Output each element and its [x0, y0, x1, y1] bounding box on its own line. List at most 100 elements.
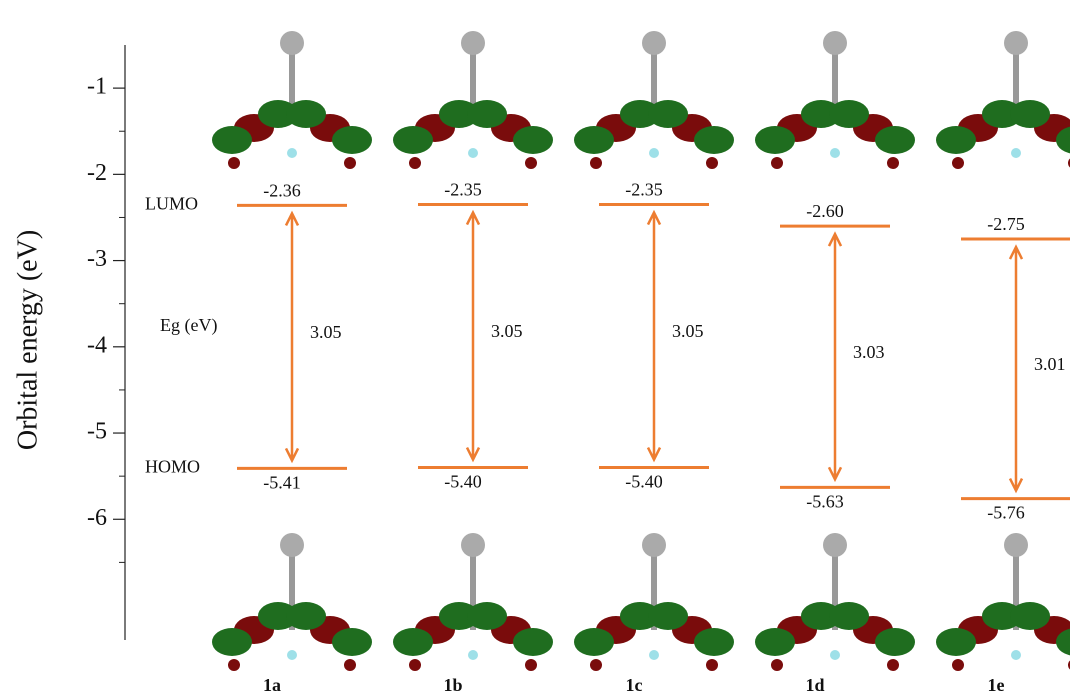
orbital-picture	[574, 533, 734, 671]
orbital-lobe	[393, 126, 433, 154]
molecule-head	[1004, 533, 1028, 557]
molecule-head	[461, 533, 485, 557]
y-axis-title: Orbital energy (eV)	[12, 230, 43, 450]
orbital-lobe	[771, 157, 783, 169]
orbital-lobe	[332, 126, 372, 154]
atom	[830, 650, 840, 660]
molecule-head	[1004, 31, 1028, 55]
orbital-lobe	[706, 157, 718, 169]
orbital-lobe	[574, 628, 614, 656]
orbital-lobe	[467, 602, 507, 630]
orbital-lobe	[952, 659, 964, 671]
orbital-lobe	[694, 126, 734, 154]
molecule-head	[642, 533, 666, 557]
orbital-lobe	[525, 157, 537, 169]
value-label: -2.60	[806, 201, 844, 221]
molecule-head	[461, 31, 485, 55]
orbital-lobe	[409, 157, 421, 169]
orbital-lobe	[590, 157, 602, 169]
orbital-picture	[393, 533, 553, 671]
orbital-lobe	[228, 157, 240, 169]
gap-arrow	[467, 213, 479, 460]
atom	[649, 148, 659, 158]
atom	[468, 650, 478, 660]
gap-arrow	[648, 213, 660, 460]
orbital-lobe	[574, 126, 614, 154]
orbital-lobe	[875, 126, 915, 154]
gap-value: 3.03	[853, 342, 885, 362]
orbital-lobe	[755, 126, 795, 154]
orbital-lobe	[286, 602, 326, 630]
atom	[1011, 148, 1021, 158]
orbital-lobe	[1010, 602, 1050, 630]
molecule-head	[280, 31, 304, 55]
orbital-lobe	[513, 126, 553, 154]
orbital-lobe	[1010, 100, 1050, 128]
category-label: 1d	[805, 675, 824, 695]
value-label: -5.76	[987, 503, 1025, 523]
value-label: -2.35	[444, 180, 482, 200]
molecule-head	[823, 533, 847, 557]
gap-arrow	[1010, 247, 1022, 491]
y-tick-label: -3	[87, 246, 107, 272]
orbital-lobe	[648, 100, 688, 128]
value-label: -5.40	[625, 472, 663, 492]
orbital-lobe	[829, 100, 869, 128]
y-tick-label: -1	[87, 74, 107, 100]
orbital-picture	[212, 31, 372, 169]
gap-arrow	[286, 213, 298, 460]
y-tick-label: -5	[87, 419, 107, 445]
orbital-lobe	[332, 628, 372, 656]
atom	[287, 650, 297, 660]
gap-label: Eg (eV)	[160, 315, 217, 336]
gap-arrow	[829, 234, 841, 479]
orbital-lobe	[525, 659, 537, 671]
orbital-lobe	[513, 628, 553, 656]
orbital-lobe	[467, 100, 507, 128]
orbital-lobe	[875, 628, 915, 656]
orbital-lobe	[212, 628, 252, 656]
orbital-lobe	[409, 659, 421, 671]
orbital-picture	[574, 31, 734, 169]
orbital-picture	[755, 31, 915, 169]
orbital-lobe	[393, 628, 433, 656]
atom	[649, 650, 659, 660]
orbital-lobe	[755, 628, 795, 656]
category-label: 1c	[626, 675, 643, 695]
gap-value: 3.05	[491, 321, 523, 341]
series-label: LUMO	[145, 194, 198, 214]
orbital-lobe	[952, 157, 964, 169]
atom	[1011, 650, 1021, 660]
gap-value: 3.01	[1034, 354, 1066, 374]
category-label: 1e	[988, 675, 1005, 695]
category-label: 1a	[263, 675, 281, 695]
orbital-lobe	[648, 602, 688, 630]
gap-value: 3.05	[672, 321, 704, 341]
value-label: -5.63	[806, 491, 844, 511]
orbital-lobe	[887, 659, 899, 671]
value-label: -2.75	[987, 214, 1025, 234]
orbital-picture	[212, 533, 372, 671]
orbital-lobe	[829, 602, 869, 630]
orbital-picture	[936, 533, 1070, 671]
orbital-lobe	[344, 659, 356, 671]
atom	[287, 148, 297, 158]
orbital-lobe	[344, 157, 356, 169]
value-label: -5.40	[444, 472, 482, 492]
atom	[830, 148, 840, 158]
value-label: -2.36	[263, 181, 301, 201]
y-tick-label: -6	[87, 505, 107, 531]
value-label: -2.35	[625, 180, 663, 200]
molecule-head	[642, 31, 666, 55]
orbital-lobe	[936, 628, 976, 656]
atom	[468, 148, 478, 158]
chart: Orbital energy (eV) -1-2-3-4-5-61a1b1c1d…	[0, 0, 1070, 699]
molecule-head	[823, 31, 847, 55]
y-tick-label: -4	[87, 332, 107, 358]
orbital-picture	[936, 31, 1070, 169]
orbital-lobe	[706, 659, 718, 671]
orbital-picture	[393, 31, 553, 169]
orbital-lobe	[771, 659, 783, 671]
category-label: 1b	[443, 675, 462, 695]
molecule-head	[280, 533, 304, 557]
